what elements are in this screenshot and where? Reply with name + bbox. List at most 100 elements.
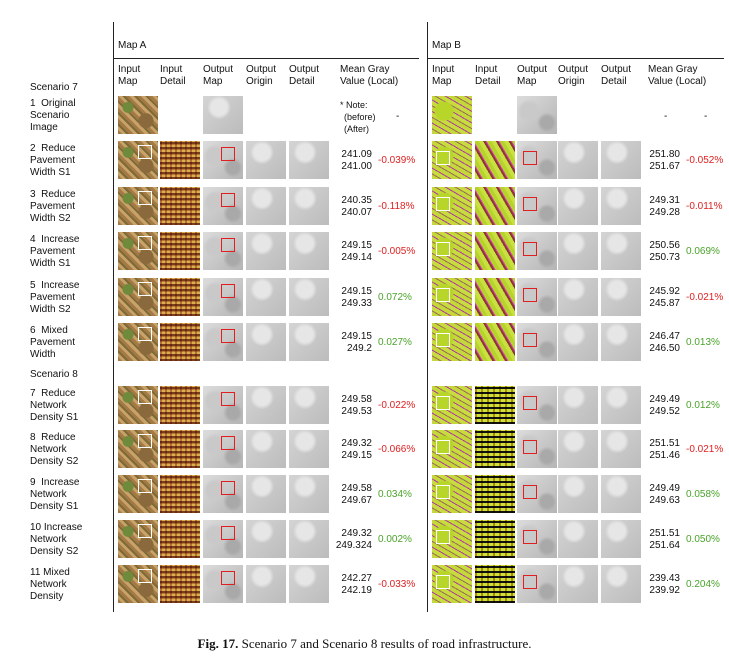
map-b-output-selection-box [523, 575, 537, 589]
row-3-map-b-value-after: 249.28 [649, 207, 680, 218]
row-8-map-a-value-before: 249.32 [341, 438, 372, 449]
row-5-label-line-0: 5 Increase [30, 280, 80, 291]
scenario-8-label: Scenario 8 [30, 369, 78, 380]
row-10-map-b-output-detail [601, 520, 641, 558]
row-8-map-b-change-percent: -0.021% [686, 444, 724, 455]
map-b-col-header-4-line-0: Output [601, 64, 632, 75]
row-9-label-line-2: Density S1 [30, 501, 79, 512]
row-6-map-a-output-detail [289, 323, 329, 361]
row-8-label-line-0: 8 Reduce [30, 432, 76, 443]
row-4-map-a-output-detail [289, 232, 329, 270]
row-6-map-a-value-before: 249.15 [341, 331, 372, 342]
map-b-output-selection-box [523, 151, 537, 165]
row-8-map-b-output-origin [558, 430, 598, 468]
note-dash-b1: - [664, 111, 668, 122]
row-8-map-b-output-map [517, 430, 557, 468]
row-8-map-a-output-map [203, 430, 243, 468]
note-line-1: * Note: [340, 100, 368, 110]
row-11-map-b-output-origin [558, 565, 598, 603]
row-9-map-b-output-detail [601, 475, 641, 513]
row-6-map-b-value-before: 246.47 [649, 331, 680, 342]
note-dash-a: - [396, 111, 400, 122]
map-a-input-selection-box [138, 191, 152, 205]
map-a-output-selection-box [221, 481, 235, 495]
row-4-map-b-change-percent: 0.069% [686, 246, 720, 257]
row-3-map-b-output-map [517, 187, 557, 225]
row-4-map-b-value-after: 250.73 [649, 252, 680, 263]
row-10-map-a-value-after: 249.324 [335, 540, 372, 551]
row-3-map-b-change-percent: -0.011% [686, 201, 723, 212]
row-7-map-b-value-before: 249.49 [649, 394, 680, 405]
header-rule-a [113, 58, 419, 59]
map-b-input-selection-box [436, 440, 450, 454]
map-a-col-header-2-line-0: Output [203, 64, 234, 75]
row-9-map-a-output-detail [289, 475, 329, 513]
row-3-label-line-2: Width S2 [30, 213, 71, 224]
row-7-map-b-input-map [432, 386, 472, 424]
row-5-map-b-value-before: 245.92 [649, 286, 680, 297]
row-10-map-b-value-before: 251.51 [649, 528, 680, 539]
row-8-map-b-value-after: 251.46 [649, 450, 680, 461]
row-8-map-b-output-detail [601, 430, 641, 468]
map-a-col-header-4-line-1: Detail [289, 76, 315, 87]
row-2-map-b-input-detail [475, 141, 515, 179]
map-a-input-selection-box [138, 479, 152, 493]
row-3-label-line-0: 3 Reduce [30, 189, 76, 200]
row-9-map-a-change-percent: 0.034% [378, 489, 412, 500]
row-7-map-a-value-after: 249.53 [341, 406, 372, 417]
row-5-map-a-input-detail [160, 278, 200, 316]
row-9-map-b-input-detail [475, 475, 515, 513]
row-7-map-a-output-origin [246, 386, 286, 424]
row-5-map-b-output-origin [558, 278, 598, 316]
row-5-map-a-output-origin [246, 278, 286, 316]
row-2-map-a-value-before: 241.09 [341, 149, 372, 160]
row-10-map-a-output-origin [246, 520, 286, 558]
row-5-map-b-input-detail [475, 278, 515, 316]
row-11-map-b-value-before: 239.43 [649, 573, 680, 584]
row-11-map-b-output-map [517, 565, 557, 603]
caption-label: Fig. 17. [197, 636, 239, 651]
row-11-map-a-output-detail [289, 565, 329, 603]
row-7-map-a-value-before: 249.58 [341, 394, 372, 405]
divider-b [427, 22, 428, 612]
row-2-map-a-output-origin [246, 141, 286, 179]
row-8-map-a-input-map [118, 430, 158, 468]
row-2-map-b-value-after: 251.67 [649, 161, 680, 172]
row-9-map-b-change-percent: 0.058% [686, 489, 720, 500]
row-2-map-b-change-percent: -0.052% [686, 155, 724, 166]
row-4-label-line-2: Width S1 [30, 258, 71, 269]
map-b-col-header-5-line-1: Value (Local) [648, 76, 707, 87]
row-11-map-a-value-before: 242.27 [341, 573, 372, 584]
map-a-input-selection-box [138, 145, 152, 159]
row-9-label-line-1: Network [30, 489, 67, 500]
row-3-map-b-output-origin [558, 187, 598, 225]
map-b-output-selection-box [523, 530, 537, 544]
map-a-output-selection-box [221, 392, 235, 406]
row-5-label-line-2: Width S2 [30, 304, 71, 315]
row-4-map-b-output-map [517, 232, 557, 270]
row-1-map-b-input-map [432, 96, 472, 134]
row-4-map-a-output-origin [246, 232, 286, 270]
map-b-col-header-4-line-1: Detail [601, 76, 627, 87]
map-b-output-selection-box [523, 485, 537, 499]
row-8-map-a-output-origin [246, 430, 286, 468]
row-2-map-b-input-map [432, 141, 472, 179]
row-2-map-a-output-map [203, 141, 243, 179]
row-4-map-a-input-detail [160, 232, 200, 270]
row-2-label-line-1: Pavement [30, 155, 76, 166]
row-8-map-b-input-detail [475, 430, 515, 468]
row-10-map-a-input-map [118, 520, 158, 558]
map-a-input-selection-box [138, 434, 152, 448]
row-9-map-b-output-map [517, 475, 557, 513]
row-5-map-b-value-after: 245.87 [649, 298, 680, 309]
map-a-output-selection-box [221, 284, 235, 298]
row-7-map-b-value-after: 249.52 [649, 406, 680, 417]
row-6-map-b-output-map [517, 323, 557, 361]
map-b-output-selection-box [523, 242, 537, 256]
row-10-map-a-input-detail [160, 520, 200, 558]
map-b-col-header-1-line-1: Detail [475, 76, 501, 87]
figure-caption: Fig. 17. Scenario 7 and Scenario 8 resul… [0, 636, 729, 652]
row-9-map-a-output-origin [246, 475, 286, 513]
row-7-label-line-1: Network [30, 400, 67, 411]
row-4-map-a-output-map [203, 232, 243, 270]
